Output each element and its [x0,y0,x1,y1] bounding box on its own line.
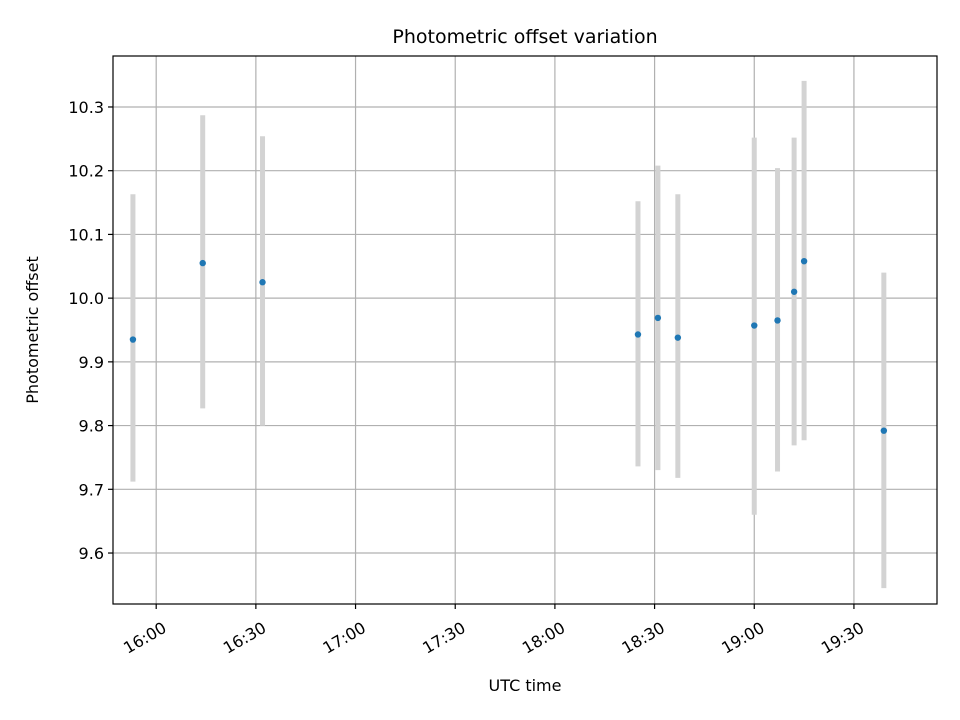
data-point [800,257,808,265]
y-tick-label: 9.8 [79,417,104,436]
data-point [774,317,781,324]
y-tick-label: 9.9 [79,353,104,372]
plot-frame [112,55,938,605]
y-axis: 9.6 9.7 9.8 9.9 10.0 10.1 10.2 10.3 [68,98,113,563]
data-point [654,314,662,322]
y-axis-label: Photometric offset [23,256,42,404]
data-point [751,322,758,329]
y-tick-label: 10.0 [68,289,104,308]
data-points [129,257,888,434]
data-point [129,336,137,343]
chart-title: Photometric offset variation [392,26,657,48]
y-tick-label: 9.7 [79,480,104,499]
grid [113,56,937,604]
data-point [880,427,888,434]
y-tick-label: 10.1 [68,225,104,244]
x-axis-label: UTC time [489,676,562,695]
data-point [634,331,642,338]
data-point [674,334,682,341]
y-tick-label: 10.3 [68,98,104,117]
data-point [199,259,206,267]
y-tick-label: 10.2 [68,162,104,181]
data-point [259,279,266,286]
data-point [790,288,798,295]
y-tick-label: 9.6 [79,544,104,563]
